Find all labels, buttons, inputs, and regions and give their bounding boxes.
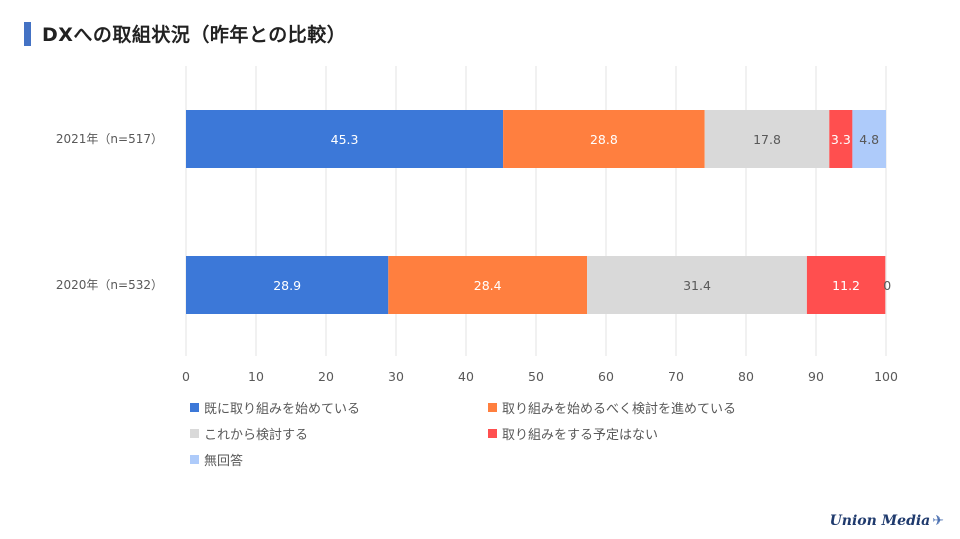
bar-segment bbox=[503, 110, 705, 168]
paper-plane-icon: ✈ bbox=[932, 513, 944, 529]
x-tick-label: 10 bbox=[248, 369, 264, 384]
legend-label: 取り組みを始めるべく検討を進めている bbox=[502, 402, 737, 417]
data-label: 4.8 bbox=[859, 132, 879, 147]
legend-item: これから検討する bbox=[190, 424, 308, 443]
data-label: 17.8 bbox=[753, 132, 781, 147]
union-media-logo: Union Media ✈ bbox=[830, 513, 944, 529]
data-label: 28.9 bbox=[273, 278, 301, 293]
data-label: 0 bbox=[883, 278, 891, 293]
x-tick-label: 50 bbox=[528, 369, 544, 384]
bar-segment bbox=[186, 256, 389, 314]
data-label: 28.8 bbox=[590, 132, 618, 147]
page-title: DXへの取組状況（昨年との比較） bbox=[42, 24, 347, 46]
bar-segment bbox=[829, 110, 853, 168]
bar-segment bbox=[388, 256, 588, 314]
data-label: 3.3 bbox=[831, 132, 851, 147]
legend-swatch bbox=[488, 403, 497, 412]
legend-label: 無回答 bbox=[204, 454, 244, 469]
legend-item: 既に取り組みを始めている bbox=[190, 398, 360, 417]
bar-segment bbox=[806, 256, 886, 314]
legend-swatch bbox=[488, 429, 497, 438]
legend-label: 既に取り組みを始めている bbox=[204, 402, 361, 417]
x-tick-label: 30 bbox=[388, 369, 404, 384]
data-label: 45.3 bbox=[331, 132, 359, 147]
data-label: 11.2 bbox=[832, 278, 860, 293]
bar-segment bbox=[587, 256, 807, 314]
x-tick-label: 70 bbox=[668, 369, 684, 384]
legend-swatch bbox=[190, 429, 199, 438]
legend-label: 取り組みをする予定はない bbox=[502, 428, 659, 443]
legend-item: 無回答 bbox=[190, 450, 243, 469]
x-tick-label: 20 bbox=[318, 369, 334, 384]
bar-segment bbox=[704, 110, 830, 168]
legend-swatch bbox=[190, 455, 199, 464]
legend-swatch bbox=[190, 403, 199, 412]
bar-segment bbox=[852, 110, 886, 168]
x-tick-label: 40 bbox=[458, 369, 474, 384]
legend-item: 取り組みを始めるべく検討を進めている bbox=[488, 398, 736, 417]
x-tick-label: 80 bbox=[738, 369, 754, 384]
legend-item: 取り組みをする予定はない bbox=[488, 424, 658, 443]
title-accent-bar bbox=[24, 22, 31, 46]
x-tick-label: 0 bbox=[182, 369, 190, 384]
x-tick-label: 100 bbox=[874, 369, 898, 384]
x-tick-label: 60 bbox=[598, 369, 614, 384]
legend-label: これから検討する bbox=[204, 428, 309, 443]
x-tick-label: 90 bbox=[808, 369, 824, 384]
data-label: 28.4 bbox=[474, 278, 502, 293]
y-category-label: 2021年（n=517） bbox=[56, 132, 163, 146]
stacked-bar-chart: 45.3 28.8 17.8 3.3 4.8 28.9 28.4 31.4 11.2 0 0 10 2… bbox=[56, 66, 898, 384]
data-label: 31.4 bbox=[683, 278, 711, 293]
logo-text: Union Media bbox=[829, 513, 931, 529]
y-category-label: 2020年（n=532） bbox=[56, 278, 163, 292]
bar-segment bbox=[186, 110, 504, 168]
